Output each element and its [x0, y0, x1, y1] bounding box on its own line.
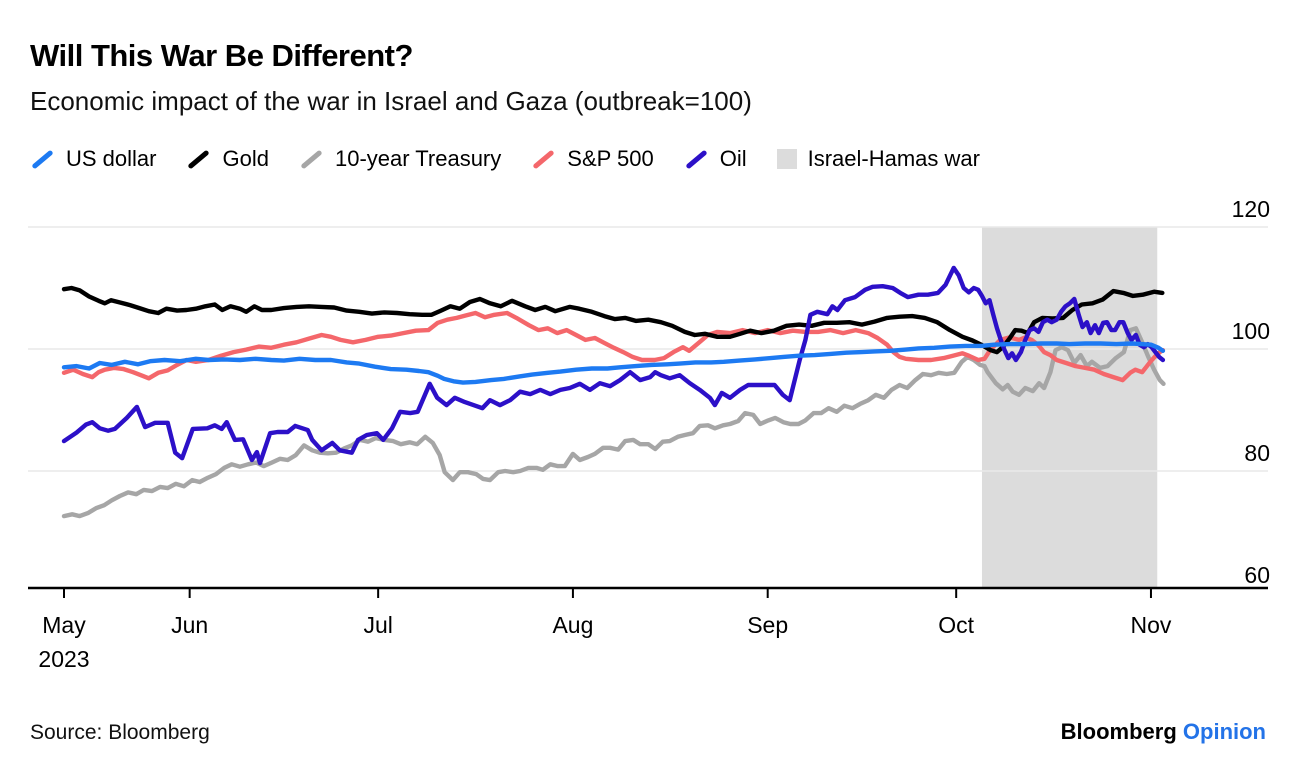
- legend-item-gold: Gold: [186, 146, 269, 172]
- x-axis-label-jun: Jun: [171, 612, 208, 638]
- y-axis-label-80: 80: [1244, 440, 1270, 466]
- x-axis-year-label: 2023: [38, 646, 89, 672]
- legend: US dollar Gold 10-year Treasury S&P 500 Oil I…: [30, 146, 980, 172]
- y-axis-label-120: 120: [1232, 196, 1270, 222]
- bloomberg-opinion-logo: Bloomberg Opinion: [1061, 719, 1266, 745]
- legend-item-oil: Oil: [684, 146, 747, 172]
- brand-suffix: Opinion: [1182, 719, 1266, 744]
- x-axis-label-may: May: [42, 612, 86, 638]
- legend-item-israel-hamas-war: Israel-Hamas war: [776, 146, 980, 172]
- y-axis-label-100: 100: [1232, 318, 1270, 344]
- legend-label: US dollar: [66, 146, 157, 171]
- y-axis-label-60: 60: [1244, 562, 1270, 588]
- x-axis-label-sep: Sep: [747, 612, 788, 638]
- page-subtitle: Economic impact of the war in Israel and…: [30, 86, 752, 116]
- legend-label: Israel-Hamas war: [807, 146, 980, 171]
- series-line-10-year-treasury: [61, 326, 1166, 519]
- legend-line-swatch-icon: [31, 149, 54, 169]
- legend-item-us-dollar: US dollar: [30, 146, 156, 172]
- legend-item-10-year-treasury: 10-year Treasury: [299, 146, 501, 172]
- legend-area-swatch-icon: [776, 149, 797, 169]
- legend-label: Oil: [719, 146, 747, 171]
- x-axis-label-oct: Oct: [938, 612, 974, 638]
- brand-name: Bloomberg: [1060, 719, 1177, 744]
- series-line-oil: [61, 265, 1166, 466]
- legend-label: Gold: [222, 146, 269, 171]
- legend-item-s-p-500: S&P 500: [531, 146, 654, 172]
- legend-line-swatch-icon: [187, 149, 211, 169]
- source-note: Source: Bloomberg: [30, 721, 210, 744]
- page-title: Will This War Be Different?: [30, 38, 413, 73]
- war-period-band: [981, 227, 1158, 588]
- legend-label: 10-year Treasury: [334, 146, 502, 171]
- x-axis-label-nov: Nov: [1131, 612, 1172, 638]
- legend-line-swatch-icon: [685, 149, 708, 169]
- legend-line-swatch-icon: [532, 149, 555, 169]
- x-axis-label-aug: Aug: [552, 612, 593, 638]
- series-line-us-dollar: [61, 341, 1166, 385]
- legend-line-swatch-icon: [300, 149, 323, 169]
- legend-label: S&P 500: [567, 146, 654, 171]
- x-axis-label-jul: Jul: [363, 612, 392, 638]
